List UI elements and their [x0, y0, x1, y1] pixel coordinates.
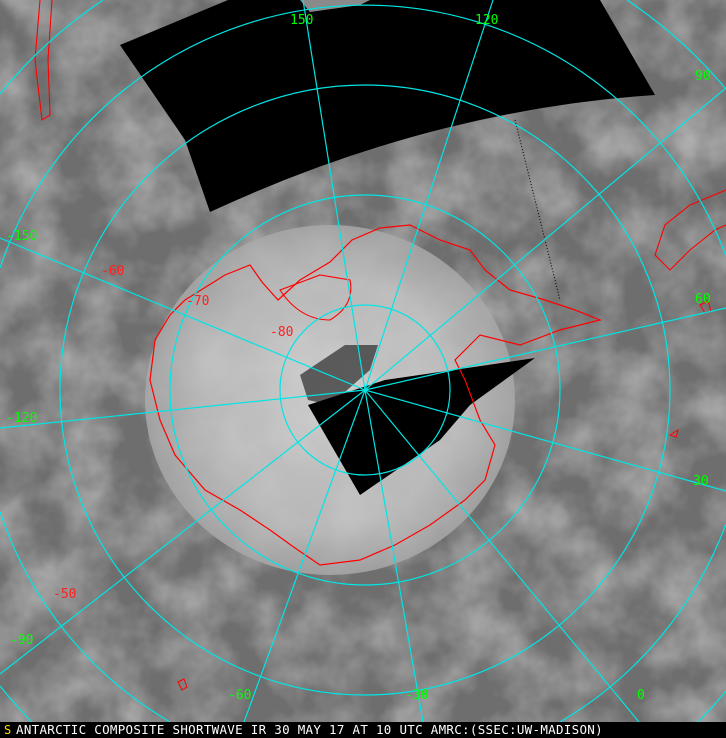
meridian-90	[364, 87, 726, 391]
lon-label-60: 60	[695, 292, 711, 307]
latitude-circle-60	[59, 84, 671, 696]
no-data-speckle	[300, 345, 378, 405]
lat-label-m70: -70	[186, 294, 209, 309]
lon-label-m60: -60	[228, 688, 251, 703]
lon-label-120: 120	[475, 13, 498, 28]
meridian-m90	[0, 389, 366, 675]
meridian-m30	[364, 389, 424, 723]
new-zealand-coastline	[34, 0, 53, 121]
meridian-30	[364, 389, 726, 492]
latitude-circle-80	[279, 304, 451, 476]
antarctica-coastline	[149, 224, 602, 566]
meridian-m150	[0, 237, 366, 391]
meridian-0	[364, 389, 640, 723]
lat-label-m60: -60	[101, 264, 124, 279]
lon-label-m90: -90	[10, 633, 33, 648]
lon-label-150: 150	[290, 13, 313, 28]
australia-coastline	[654, 189, 726, 271]
lat-label-m80: -80	[270, 325, 293, 340]
meridian-m60	[243, 389, 366, 723]
meridian-60	[364, 307, 726, 391]
latitude-circle-50	[0, 4, 726, 723]
lon-label-m150: -150	[6, 229, 37, 244]
image-caption: ANTARCTIC COMPOSITE SHORTWAVE IR 30 MAY …	[0, 722, 726, 738]
meridian-m120	[0, 389, 366, 429]
scan-edge	[514, 119, 561, 301]
ssec-logo: S	[4, 723, 12, 737]
lon-label-m120: -120	[6, 411, 37, 426]
lon-label-90: 90	[695, 69, 711, 84]
latitude-circle-70	[169, 194, 561, 586]
lon-label-30: 30	[693, 474, 709, 489]
no-data-wedge-top	[120, 0, 655, 212]
graticule	[0, 0, 726, 723]
lon-label-m30: -30	[405, 688, 428, 703]
lat-label-m50: -50	[53, 587, 76, 602]
meridian-120	[364, 0, 494, 391]
latitude-circle-40	[0, 0, 726, 723]
lon-label-0: 0	[637, 688, 645, 703]
meridian-150	[302, 0, 366, 391]
ross-ice-shelf-coast	[279, 274, 352, 321]
